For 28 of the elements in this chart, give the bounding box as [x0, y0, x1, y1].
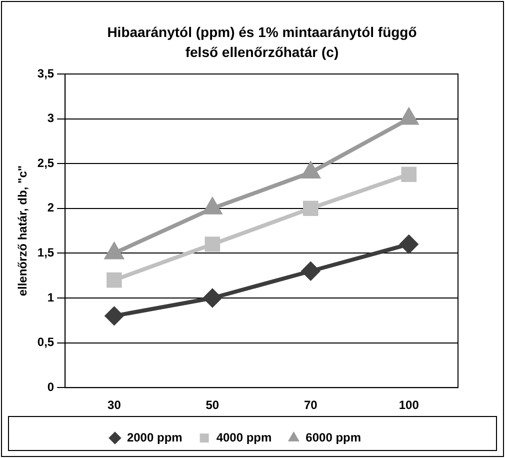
point: [400, 108, 418, 125]
y-tick-label: 0,5: [37, 335, 54, 350]
y-tick-label: 0: [47, 380, 54, 394]
y-tick-label: 3,5: [37, 66, 54, 80]
point: [400, 235, 418, 254]
point: [204, 198, 222, 214]
legend-label: 2000 ppm: [126, 430, 182, 444]
point: [204, 236, 220, 252]
y-tick-label: 2: [47, 200, 54, 215]
y-axis-title: ellenőrző határ, db, "c": [16, 165, 30, 296]
x-tick-label: 70: [304, 398, 318, 412]
point: [401, 166, 417, 182]
y-tick-label: 1,5: [37, 246, 54, 260]
point: [302, 262, 320, 280]
legend-label: 6000 ppm: [306, 430, 362, 444]
x-tick-label: 30: [108, 398, 122, 412]
point: [203, 289, 222, 307]
point: [303, 200, 318, 216]
point: [302, 162, 320, 179]
point: [106, 272, 122, 288]
legend-label: 4000 ppm: [216, 430, 272, 444]
point: [105, 306, 124, 325]
x-tick-label: 100: [398, 398, 420, 412]
y-tick-label: 3: [47, 111, 54, 126]
y-tick-label: 1: [47, 290, 54, 304]
x-tick-label: 50: [206, 398, 220, 412]
chart-title: Hibaaránytól (ppm) és 1% mintaaránytól függő felső ellenőrzőhatár (c): [106, 23, 418, 62]
y-tick-label: 2,5: [37, 156, 54, 170]
